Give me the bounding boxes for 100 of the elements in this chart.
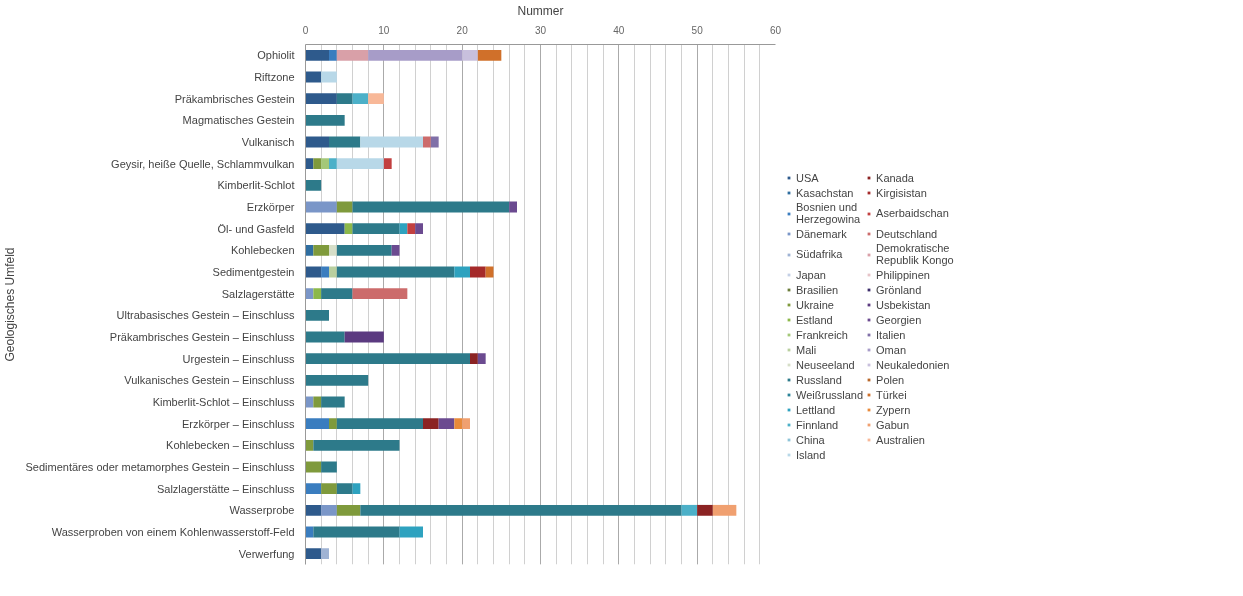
bar	[305, 179, 322, 191]
bar	[383, 158, 392, 170]
bar	[344, 331, 384, 343]
bar	[321, 548, 329, 560]
bar	[681, 504, 698, 516]
bar	[712, 504, 737, 516]
bar	[352, 483, 361, 495]
y-tick-label: Vulkanisch	[241, 136, 295, 148]
bar	[454, 266, 470, 278]
bar	[368, 49, 463, 61]
bar	[336, 49, 369, 61]
bar	[321, 71, 337, 83]
bar	[305, 201, 337, 213]
y-tick-label: Präkambrisches Gestein – Einschluss	[109, 331, 295, 343]
legend-label: Kanada	[876, 171, 914, 184]
bar	[336, 201, 353, 213]
legend-label: Neuseeland	[796, 358, 855, 371]
bar	[313, 244, 329, 256]
y-tick-label: Magmatisches Gestein	[182, 114, 295, 127]
legend-label: Gabun	[876, 418, 910, 431]
bar	[423, 136, 431, 148]
x-tick-label: 0	[302, 24, 309, 36]
bar	[352, 93, 369, 105]
legend-label: Südafrika	[796, 247, 843, 261]
bar	[305, 114, 345, 126]
legend-label: Estland	[796, 313, 833, 326]
legend-label: Philippinen	[876, 268, 930, 281]
legend-label: Neukaledonien	[876, 358, 950, 371]
bar	[336, 418, 423, 430]
y-tick-label: Wasserprobe	[229, 504, 295, 517]
bar	[438, 418, 455, 430]
bar	[305, 331, 345, 343]
x-axis-title: Nummer	[517, 3, 564, 18]
legend-label: USA	[796, 171, 819, 184]
y-tick-label: Salzlagerstätte	[221, 287, 295, 300]
bar	[329, 158, 337, 170]
bar	[509, 201, 517, 213]
bar	[336, 483, 353, 495]
bar	[329, 244, 337, 256]
bar	[336, 266, 455, 278]
y-tick-label: Kimberlit-Schlot – Einschluss	[152, 396, 295, 408]
y-tick-label: Kimberlit-Schlot	[217, 179, 295, 192]
legend-label: Bosnien und Herzegowina	[796, 201, 861, 225]
bar	[697, 504, 713, 516]
y-tick-label: Urgestein – Einschluss	[182, 352, 295, 365]
bar	[305, 439, 314, 451]
legend-label: Kirgisistan	[876, 186, 927, 199]
bar	[305, 548, 322, 560]
bar	[336, 504, 361, 516]
y-axis-title: Geologisches Umfeld	[3, 247, 18, 362]
y-tick-label: Ultrabasisches Gestein – Einschluss	[116, 309, 295, 322]
bar	[321, 266, 329, 278]
bar	[313, 158, 322, 170]
bar	[399, 526, 423, 538]
x-tick-label: 10	[378, 24, 390, 36]
bar	[336, 244, 392, 256]
bar	[305, 309, 329, 321]
bar	[407, 223, 416, 235]
bar	[329, 136, 361, 148]
y-tick-label: Ophiolit	[257, 49, 295, 62]
legend-label: Polen	[876, 373, 905, 386]
bar	[336, 93, 353, 105]
x-tick-label: 30	[534, 24, 547, 36]
x-tick-label: 20	[456, 24, 469, 36]
y-tick-label: Geysir, heiße Quelle, Schlammvulkan	[111, 157, 295, 170]
bar	[305, 288, 314, 300]
legend-label: Georgien	[876, 313, 922, 326]
bar	[329, 49, 337, 61]
legend-label: Russland	[796, 373, 842, 386]
bar	[462, 418, 470, 430]
bar	[352, 223, 400, 235]
bar	[321, 504, 337, 516]
bar	[329, 418, 337, 430]
bar	[368, 93, 384, 105]
legend-label: Aserbaidschan	[876, 206, 949, 220]
bar	[485, 266, 494, 278]
bar	[430, 136, 439, 148]
legend-label: Dänemark	[796, 227, 847, 240]
bar	[305, 483, 322, 495]
bar	[305, 418, 329, 430]
bar	[305, 49, 329, 61]
legend-label: Frankreich	[796, 328, 848, 341]
y-tick-label: Erzkörper – Einschluss	[182, 417, 295, 430]
y-tick-label: Vulkanisches Gestein – Einschluss	[124, 374, 295, 387]
bar	[399, 223, 408, 235]
legend-label: Italien	[876, 328, 906, 341]
y-tick-label: Verwerfung	[238, 547, 295, 560]
bar	[360, 136, 423, 148]
y-tick-label: Öl- und Gasfeld	[217, 222, 295, 235]
bar	[344, 223, 353, 235]
legend-label: Zypern	[876, 403, 911, 416]
bar	[305, 158, 314, 170]
legend-label: Demokratische Republik Kongo	[876, 242, 954, 266]
legend-label: Usbekistan	[876, 298, 931, 311]
bar	[477, 353, 486, 365]
bar	[305, 504, 322, 516]
bar	[313, 526, 400, 538]
bar	[305, 223, 345, 235]
bar	[305, 374, 369, 386]
y-tick-label: Wasserproben von einem Kohlenwasserstoff-Feld	[51, 526, 295, 538]
